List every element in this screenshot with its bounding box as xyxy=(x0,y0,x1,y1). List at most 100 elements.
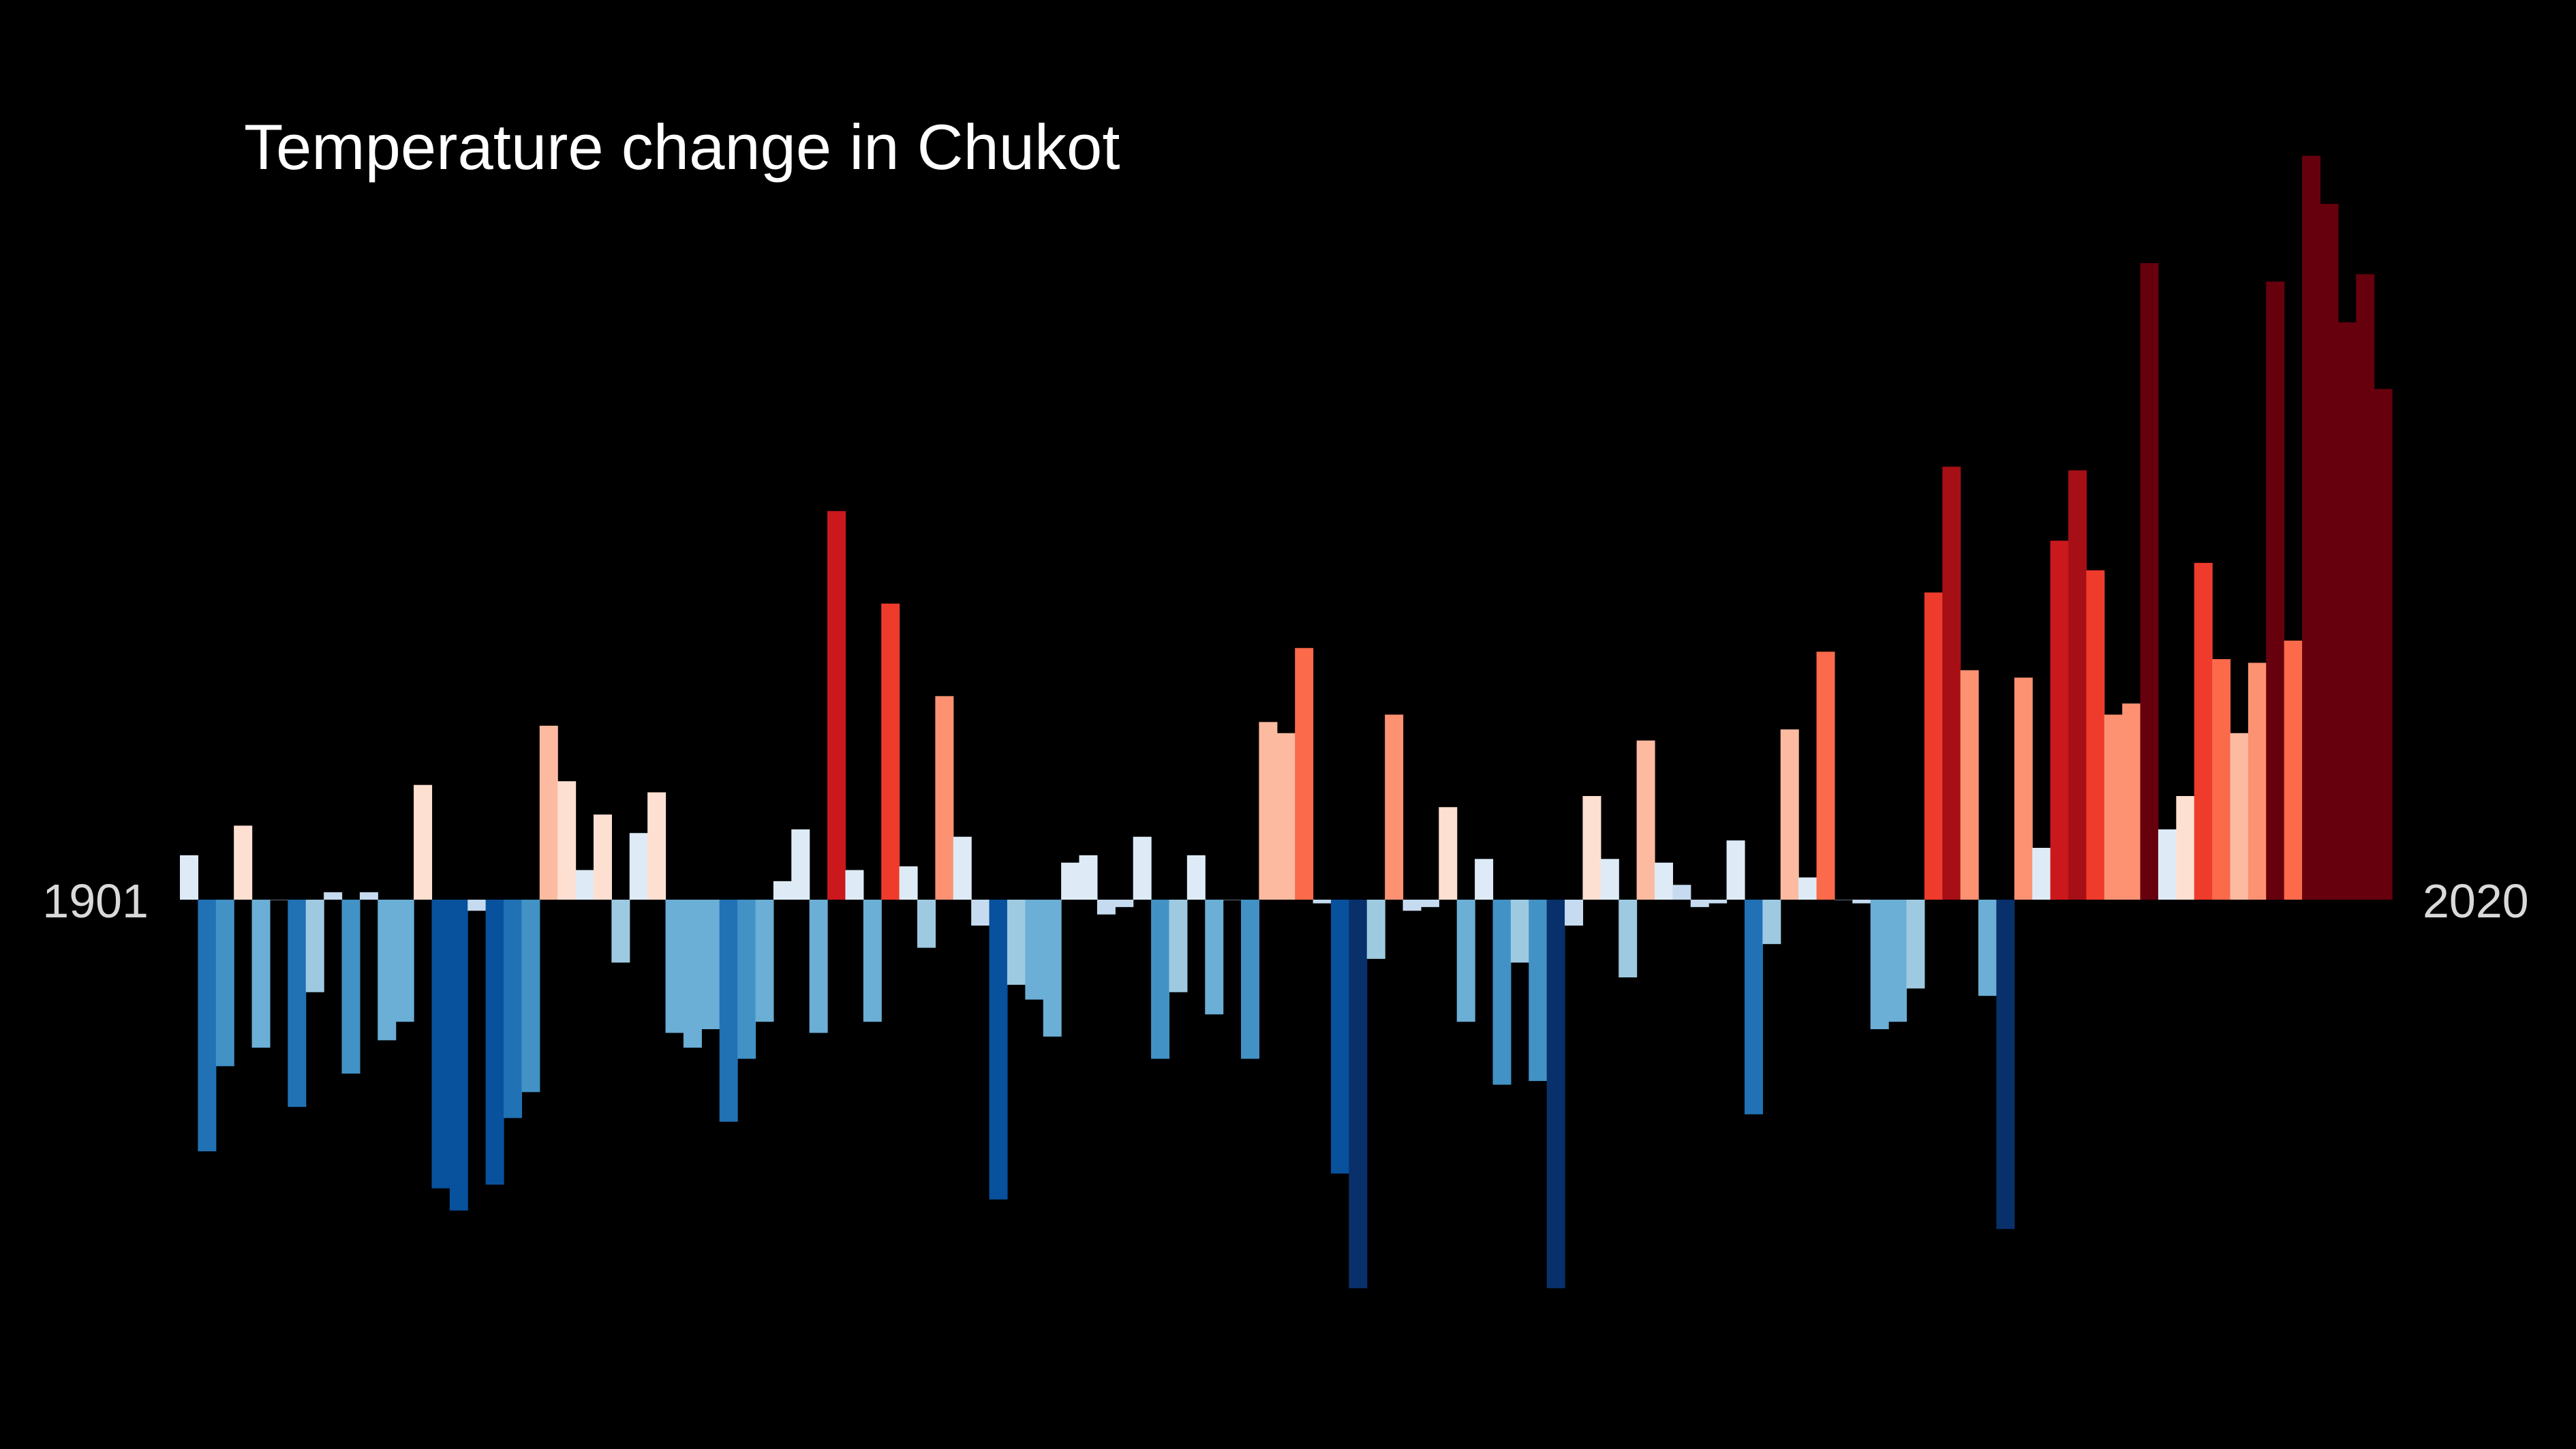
bar-1921 xyxy=(539,725,558,900)
bar-1978 xyxy=(1565,900,1584,926)
bar-1926 xyxy=(629,833,648,900)
bar-1912 xyxy=(378,900,397,1041)
bar-1984 xyxy=(1672,885,1691,900)
bar-1991 xyxy=(1798,877,1818,900)
bar-2022 xyxy=(2356,274,2375,900)
bar-2006 xyxy=(2068,470,2087,900)
bar-1981 xyxy=(1619,900,1638,978)
bar-1966 xyxy=(1349,900,1368,1289)
bar-1989 xyxy=(1762,900,1781,945)
bar-1939 xyxy=(863,900,882,1022)
bar-1914 xyxy=(414,784,433,900)
bar-1944 xyxy=(953,836,972,900)
bar-1976 xyxy=(1529,900,1548,1082)
bar-1920 xyxy=(521,900,540,1093)
bar-1992 xyxy=(1816,652,1835,900)
bar-1947 xyxy=(1007,900,1026,985)
bar-1915 xyxy=(431,900,450,1189)
bar-1986 xyxy=(1708,900,1728,904)
bar-2023 xyxy=(2374,388,2393,900)
bar-1911 xyxy=(359,892,378,900)
bar-2013 xyxy=(2194,562,2213,900)
bar-1955 xyxy=(1151,900,1170,1059)
bar-1972 xyxy=(1456,900,1475,1022)
bar-1902 xyxy=(198,900,217,1152)
bar-1931 xyxy=(719,900,738,1122)
bar-1901 xyxy=(180,855,198,900)
bar-1997 xyxy=(1906,900,1925,989)
bar-1937 xyxy=(827,510,846,900)
bar-1916 xyxy=(449,900,468,1211)
bar-1929 xyxy=(683,900,702,1048)
bar-1936 xyxy=(809,900,828,1033)
bar-1953 xyxy=(1115,900,1134,907)
bar-1995 xyxy=(1870,900,1889,1030)
bar-2011 xyxy=(2158,829,2177,900)
bar-1988 xyxy=(1744,900,1763,1114)
bar-1905 xyxy=(251,900,271,1048)
bar-1935 xyxy=(791,829,810,900)
bar-1990 xyxy=(1780,729,1799,900)
bar-2004 xyxy=(2032,847,2051,900)
bar-2018 xyxy=(2284,640,2303,900)
bar-2009 xyxy=(2122,703,2141,900)
bar-2010 xyxy=(2140,263,2159,900)
bar-1913 xyxy=(395,900,414,1022)
bar-1962 xyxy=(1276,733,1295,900)
bar-1938 xyxy=(845,870,864,900)
bar-1973 xyxy=(1475,859,1494,900)
bar-1951 xyxy=(1079,855,1098,900)
bar-1969 xyxy=(1402,900,1422,911)
bar-1977 xyxy=(1546,900,1565,1289)
bar-1919 xyxy=(504,900,523,1118)
bar-1934 xyxy=(773,881,792,900)
bar-1922 xyxy=(557,781,577,900)
bar-1998 xyxy=(1924,592,1943,900)
bar-1924 xyxy=(593,814,612,900)
bar-2000 xyxy=(1960,670,1979,900)
bar-1941 xyxy=(899,866,918,900)
bar-1932 xyxy=(737,900,756,1059)
bar-1958 xyxy=(1205,900,1224,1015)
bar-2017 xyxy=(2266,281,2285,900)
bar-2008 xyxy=(2104,714,2123,900)
bar-1980 xyxy=(1600,859,1619,900)
bar-2019 xyxy=(2302,155,2321,900)
bar-1970 xyxy=(1420,900,1439,907)
end-year-label: 2020 xyxy=(2423,874,2529,928)
bar-1908 xyxy=(305,900,324,992)
bar-1917 xyxy=(467,900,487,911)
bar-1948 xyxy=(1025,900,1044,1000)
bar-1927 xyxy=(647,792,666,900)
bar-1974 xyxy=(1492,900,1512,1085)
bar-1918 xyxy=(485,900,504,1185)
bar-1903 xyxy=(215,900,234,1067)
bar-2005 xyxy=(2050,540,2069,900)
bar-1909 xyxy=(324,892,343,900)
bar-1964 xyxy=(1313,900,1332,904)
bar-1982 xyxy=(1636,740,1655,900)
bar-1975 xyxy=(1510,900,1529,963)
bar-1994 xyxy=(1852,900,1871,904)
bar-1945 xyxy=(971,900,990,926)
bar-2020 xyxy=(2320,204,2339,900)
bar-1925 xyxy=(611,900,630,963)
bar-1968 xyxy=(1385,714,1404,900)
bar-1956 xyxy=(1169,900,1188,992)
bar-1963 xyxy=(1295,647,1314,900)
bar-2016 xyxy=(2248,662,2267,900)
start-year-label: 1901 xyxy=(42,874,149,928)
bar-2002 xyxy=(1996,900,2015,1230)
bar-1907 xyxy=(288,900,307,1108)
bar-1996 xyxy=(1888,900,1907,1022)
bar-1999 xyxy=(1942,466,1961,900)
bar-1954 xyxy=(1133,836,1152,900)
bar-2012 xyxy=(2176,795,2195,900)
bar-1904 xyxy=(234,825,253,900)
bar-1987 xyxy=(1726,840,1745,900)
bar-1960 xyxy=(1241,900,1260,1059)
bar-1967 xyxy=(1366,900,1385,959)
bar-1965 xyxy=(1330,900,1349,1174)
bar-2001 xyxy=(1978,900,1997,996)
